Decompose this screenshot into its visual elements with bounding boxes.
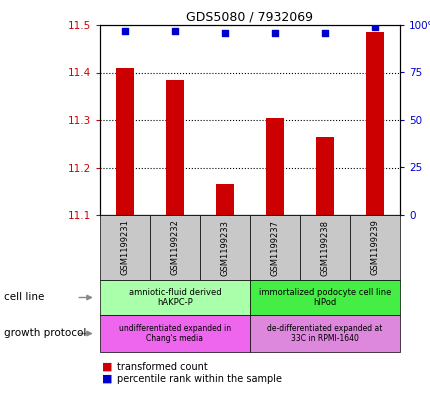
Bar [100,280,249,315]
Text: cell line: cell line [4,292,45,303]
Text: de-differentiated expanded at
33C in RPMI-1640: de-differentiated expanded at 33C in RPM… [267,324,382,343]
Point [371,24,378,30]
Text: GSM1199233: GSM1199233 [220,220,229,275]
Text: GSM1199237: GSM1199237 [270,220,279,275]
Bar [200,215,249,280]
Point [321,29,328,36]
Bar [100,215,150,280]
Bar [316,137,333,215]
Text: percentile rank within the sample: percentile rank within the sample [117,374,282,384]
Text: undifferentiated expanded in
Chang's media: undifferentiated expanded in Chang's med… [119,324,230,343]
Point [271,29,278,36]
Bar [166,80,183,215]
Text: amniotic-fluid derived
hAKPC-P: amniotic-fluid derived hAKPC-P [129,288,221,307]
Bar [266,118,283,215]
Text: ■: ■ [102,362,112,372]
Bar [216,184,233,215]
Bar [366,32,383,215]
Bar [299,215,349,280]
Point [171,28,178,34]
Point [221,29,228,36]
Bar [349,215,399,280]
Bar [249,280,399,315]
Bar [100,315,249,352]
Bar [150,215,200,280]
Bar [249,215,299,280]
Bar [116,68,133,215]
Bar [249,315,399,352]
Text: GSM1199238: GSM1199238 [320,220,329,275]
Text: GSM1199231: GSM1199231 [120,220,129,275]
Text: immortalized podocyte cell line
hIPod: immortalized podocyte cell line hIPod [258,288,390,307]
Text: transformed count: transformed count [117,362,208,372]
Title: GDS5080 / 7932069: GDS5080 / 7932069 [186,11,313,24]
Point [121,28,128,34]
Text: growth protocol: growth protocol [4,329,86,338]
Text: ■: ■ [102,374,112,384]
Text: GSM1199232: GSM1199232 [170,220,179,275]
Text: GSM1199239: GSM1199239 [370,220,379,275]
